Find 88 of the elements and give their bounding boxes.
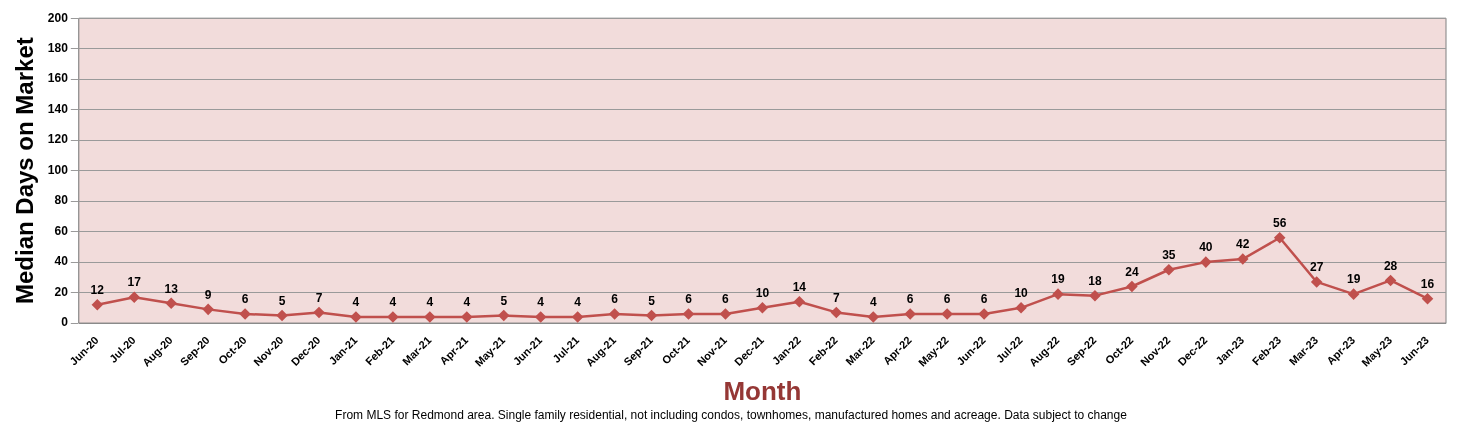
point [165,298,177,309]
data-label: 6 [943,292,951,307]
data-label: 6 [241,292,249,307]
data-label: 28 [1383,258,1398,273]
data-label: 6 [906,292,914,307]
point [129,291,140,303]
data-label: 27 [1309,260,1324,275]
point [868,311,879,323]
point [572,311,583,323]
point [1163,264,1175,275]
data-label: 17 [127,275,142,290]
data-label: 19 [1051,272,1066,287]
data-label: 4 [389,295,397,310]
y-tick-label: 40 [54,254,69,269]
data-label: 5 [278,293,286,308]
point [350,311,362,323]
point [1200,256,1212,268]
point [683,308,694,320]
point [757,302,768,314]
data-label: 10 [755,286,770,301]
data-label: 18 [1088,273,1102,288]
y-tick-label: 80 [54,193,69,208]
text: From MLS for Redmond area. Single family residential, not including condos, townhomes, manufactured homes and acreage. Data subject to change [334,408,1128,422]
point [276,310,288,321]
point [1385,275,1396,286]
point [794,296,805,307]
point [498,310,510,321]
data-label: 12 [90,283,105,298]
y-tick-label: 140 [47,101,69,116]
point [1052,288,1064,300]
point [313,307,325,318]
data-label: 24 [1125,264,1139,279]
data-label: 16 [1420,277,1435,292]
data-label: 5 [648,293,656,308]
point [461,311,473,323]
point [1237,253,1249,265]
y-tick-label: 160 [47,71,69,86]
data-label: 6 [722,292,730,307]
point [239,308,251,320]
y-tick-label: 120 [47,132,69,147]
data-label: 56 [1273,216,1287,231]
data-label: 40 [1199,240,1213,255]
data-label: 4 [869,295,877,310]
data-label: 10 [1014,286,1029,301]
point [609,308,620,320]
y-tick-label: 60 [54,223,69,238]
data-label: 7 [315,290,323,305]
data-label: 4 [352,295,360,310]
data-label: 6 [980,292,988,307]
point [202,304,214,315]
point [646,310,657,321]
data-label: 9 [204,287,212,302]
y-tick-label: 200 [47,10,69,25]
point [1126,281,1138,292]
point [1422,293,1433,304]
y-axis-title: Median Days on Market [11,37,39,305]
data-label: 35 [1162,248,1176,263]
data-label: 19 [1346,272,1361,287]
y-tick-label: 180 [47,41,69,55]
data-label: 4 [426,295,434,310]
point [978,308,990,320]
point [92,299,103,311]
point [1348,288,1359,300]
data-label: 7 [832,290,840,305]
point [720,308,731,320]
data-label: 5 [500,293,508,308]
data-label: 13 [164,281,179,296]
y-tick-label: 100 [47,162,69,177]
data-label: 4 [574,295,582,310]
point [1015,302,1027,314]
point [535,311,546,323]
data-label: 6 [685,292,693,307]
data-label: 14 [792,280,807,295]
point [1274,232,1285,243]
y-tick-label: 0 [61,315,69,330]
point [387,311,399,323]
point [1311,276,1322,288]
point [424,311,436,323]
point [831,307,842,318]
y-tick-label: 20 [54,284,69,299]
data-label: 4 [463,295,471,310]
point [904,308,916,320]
point [941,308,953,320]
x-axis-title: Month [723,375,802,406]
point [1089,290,1101,301]
data-label: 4 [537,295,545,310]
data-label: 42 [1236,237,1250,252]
data-label: 6 [611,292,619,307]
